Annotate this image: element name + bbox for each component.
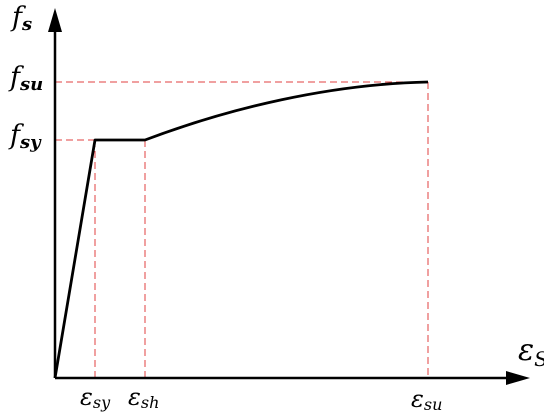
esu-label: εsu — [411, 385, 442, 414]
esy-label: εsy — [80, 383, 111, 412]
x-axis-label: εS — [518, 333, 544, 371]
y-axis-label: fs — [10, 2, 32, 35]
y-axis-arrow-icon — [48, 8, 62, 32]
fsy-label: fsy — [8, 120, 42, 153]
stress-strain-curve — [53, 80, 429, 379]
fsu-label: fsu — [8, 62, 43, 95]
x-axis-arrow-icon — [506, 371, 530, 385]
esh-label: εsh — [128, 383, 159, 412]
